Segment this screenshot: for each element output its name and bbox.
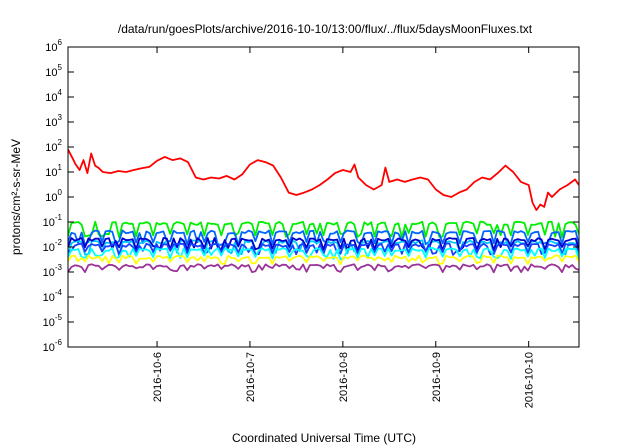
- series-line-8: [68, 254, 579, 266]
- y-tick-label: 101: [45, 163, 62, 179]
- series-line-1: [68, 148, 579, 211]
- series-line-2: [68, 220, 579, 239]
- y-axis-label: protons/cm²-s-sr-MeV: [9, 139, 23, 255]
- x-axis-label: Coordinated Universal Time (UTC): [232, 431, 416, 445]
- y-tick-label: 103: [45, 113, 62, 129]
- x-tick-label: 2016-10-9: [431, 352, 443, 402]
- y-tick-label: 106: [45, 38, 62, 54]
- y-tick-label: 105: [45, 63, 62, 79]
- y-tick-label: 10-3: [43, 263, 63, 279]
- series-line-7: [68, 247, 579, 261]
- y-tick-label: 10-5: [43, 313, 63, 329]
- series-line-3: [68, 229, 579, 246]
- y-tick-label: 104: [45, 88, 62, 104]
- x-tick-label: 2016-10-8: [338, 352, 350, 402]
- series-group: [68, 148, 579, 274]
- y-tick-label: 100: [45, 188, 62, 204]
- x-tick-label: 2016-10-10: [524, 352, 536, 408]
- y-tick-label: 10-2: [43, 238, 63, 254]
- y-tick-label: 10-1: [43, 213, 63, 229]
- y-tick-label: 102: [45, 138, 62, 154]
- plot-frame: [67, 46, 580, 348]
- series-line-5: [68, 237, 579, 252]
- y-axis: 10-6 10-5 10-4 10-3 10-2 10-1 100 101 102 103 104 1…: [43, 38, 579, 354]
- x-tick-label: 2016-10-7: [245, 352, 257, 402]
- y-tick-label: 10-6: [43, 338, 63, 354]
- y-tick-label: 10-4: [43, 288, 63, 304]
- x-tick-label: 2016-10-6: [152, 352, 164, 402]
- series-line-9: [68, 263, 579, 274]
- chart-title: /data/run/goesPlots/archive/2016-10-10/1…: [118, 22, 533, 36]
- x-axis: 2016-10-6 2016-10-7 2016-10-8 2016-10-9 2016…: [152, 47, 536, 408]
